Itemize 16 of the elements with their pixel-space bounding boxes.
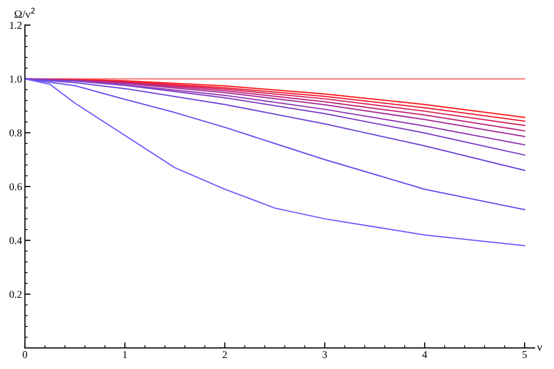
y-tick-label: 0.8 (10, 129, 22, 136)
y-tick-label: 0.2 (10, 290, 22, 298)
y-tick-label: 1.2 (10, 22, 22, 29)
line-series (24, 78, 526, 246)
y-tick-label: 0.4 (10, 237, 22, 244)
x-tick-label: 1 (123, 351, 127, 358)
x-tick-label: 2 (222, 351, 227, 358)
y-axis-title: Ω/ν$^{2}$ (14, 8, 35, 18)
x-tick-label: 5 (522, 351, 527, 358)
x-tick-label: 3 (322, 351, 327, 358)
y-tick-label: 0.6 (10, 183, 22, 190)
x-tick-label: 0 (22, 351, 28, 358)
line-series (24, 78, 526, 210)
x-axis-title: ν (537, 346, 542, 351)
y-tick-label: 1.0 (10, 76, 22, 83)
x-tick-label: 4 (422, 351, 428, 358)
